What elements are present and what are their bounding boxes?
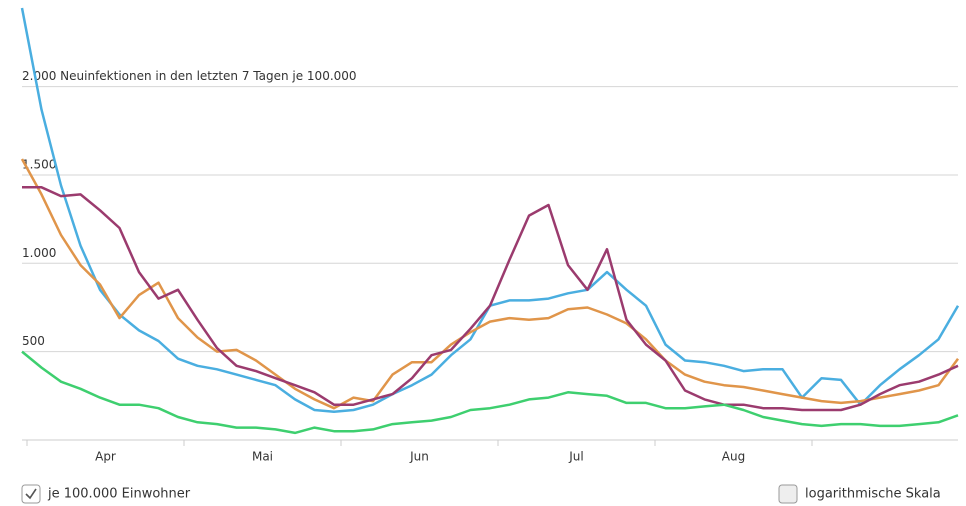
checkmark[interactable] — [25, 488, 37, 500]
x-tick-label: Mai — [252, 450, 273, 464]
x-tick-label: Apr — [95, 450, 116, 464]
x-tick-label: Aug — [722, 450, 745, 464]
series-line — [20, 158, 960, 410]
checkbox-label[interactable]: je 100.000 Einwohner — [47, 487, 191, 502]
x-tick-label: Jul — [568, 450, 583, 464]
y-tick-label: 500 — [22, 334, 45, 348]
series-line — [22, 186, 959, 412]
checkbox-label[interactable]: logarithmische Skala — [805, 487, 941, 502]
y-tick-label: 1.500 — [22, 157, 56, 171]
y-tick-label: 2.000 Neuinfektionen in den letzten 7 Ta… — [22, 69, 357, 83]
checkbox[interactable] — [778, 484, 798, 504]
series-line — [21, 350, 959, 435]
x-tick-label: Jun — [409, 450, 429, 464]
checkbox[interactable] — [21, 484, 41, 504]
y-tick-label: 1.000 — [22, 246, 56, 260]
